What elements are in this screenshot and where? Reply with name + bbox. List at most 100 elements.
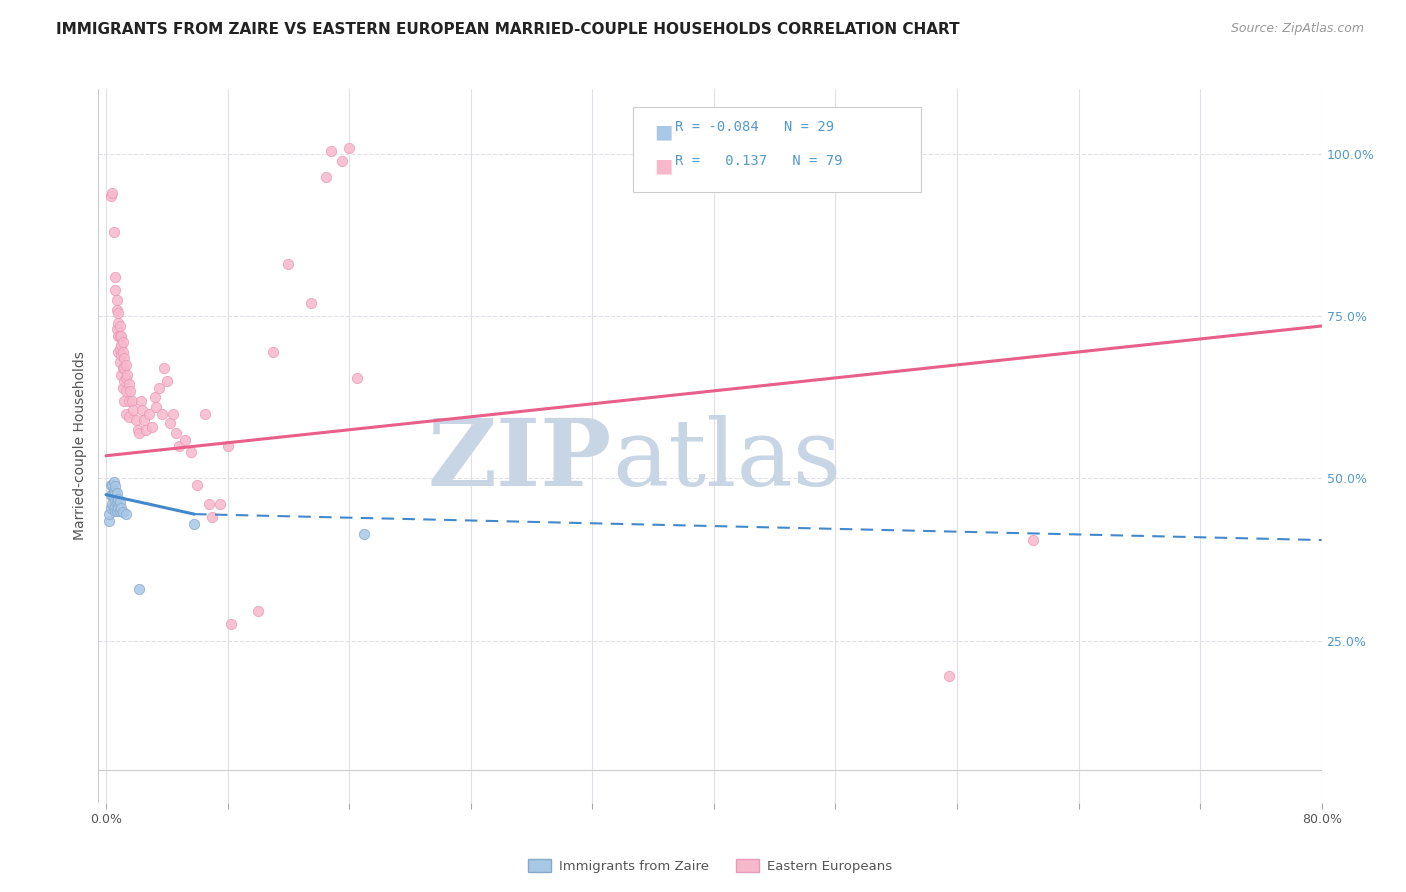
Point [101,478,124,492]
Point [107,306,129,320]
Point [105,293,128,307]
Point [100,189,122,203]
Point [198,497,221,511]
Point [108,342,131,356]
Point [111,335,134,350]
Point [201,510,224,524]
Point [315,169,337,184]
Point [108,318,131,333]
Point [162,407,184,421]
Point [110,348,132,362]
Point [104,494,127,508]
Text: atlas: atlas [612,416,841,505]
Point [128,582,150,596]
Point [111,505,134,519]
Point [299,296,322,310]
Point [277,257,299,271]
Point [98,507,121,521]
Point [114,407,136,421]
Point [112,374,135,388]
Point [1022,533,1045,547]
Point [107,500,129,515]
Point [114,507,136,521]
Point [112,351,135,366]
Point [103,500,125,515]
Point [262,345,284,359]
Point [145,400,167,414]
Point [125,413,148,427]
Point [104,270,127,285]
Text: IMMIGRANTS FROM ZAIRE VS EASTERN EUROPEAN MARRIED-COUPLE HOUSEHOLDS CORRELATION : IMMIGRANTS FROM ZAIRE VS EASTERN EUROPEA… [56,22,960,37]
Point [118,393,141,408]
Text: R = -0.084   N = 29: R = -0.084 N = 29 [675,120,834,135]
Text: ZIP: ZIP [427,416,612,505]
Point [120,384,142,398]
Point [330,153,353,168]
Point [104,283,127,297]
Point [108,354,131,368]
Point [111,381,134,395]
Point [194,407,217,421]
Point [100,500,122,515]
Point [131,403,153,417]
Point [110,338,132,352]
Point [101,497,124,511]
Point [118,377,141,392]
Text: ■: ■ [654,156,672,175]
Point [104,504,127,518]
Point [100,478,122,492]
Point [105,322,128,336]
Point [103,491,125,505]
Point [114,358,136,372]
Point [111,361,134,376]
Point [152,361,174,376]
Point [150,407,173,421]
Legend: Immigrants from Zaire, Eastern Europeans: Immigrants from Zaire, Eastern Europeans [522,854,898,879]
Point [103,484,125,499]
Point [107,316,129,330]
Point [141,419,163,434]
Point [108,328,131,343]
Point [105,302,128,317]
Point [111,345,134,359]
Point [938,669,960,683]
Point [219,617,242,632]
Text: Source: ZipAtlas.com: Source: ZipAtlas.com [1230,22,1364,36]
Point [105,504,128,518]
Point [127,423,149,437]
Point [104,485,127,500]
Text: ■: ■ [654,122,672,141]
Point [112,361,135,376]
Point [105,485,128,500]
Point [108,495,131,509]
Text: R =   0.137   N = 79: R = 0.137 N = 79 [675,154,842,169]
Point [112,393,135,408]
Point [110,500,132,515]
Point [101,186,124,200]
Point [246,604,269,618]
Point [114,384,136,398]
Point [108,504,131,518]
Point [208,497,231,511]
Point [159,417,181,431]
Point [337,140,360,154]
Point [143,390,166,404]
Point [174,433,197,447]
Point [346,371,368,385]
Point [186,478,208,492]
Point [156,374,179,388]
Point [103,225,125,239]
Point [128,425,150,440]
Point [167,439,190,453]
Point [183,516,205,531]
Point [118,409,141,424]
Point [107,328,129,343]
Point [117,368,139,382]
Point [103,475,125,489]
Point [353,526,375,541]
Point [180,445,202,459]
Point [104,479,127,493]
Point [135,423,157,437]
Y-axis label: Married-couple Households: Married-couple Households [73,351,87,541]
Point [114,371,136,385]
